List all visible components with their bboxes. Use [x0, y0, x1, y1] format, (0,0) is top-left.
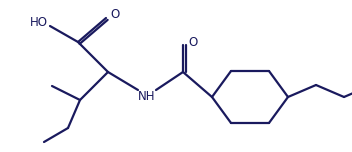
- Text: O: O: [188, 36, 197, 48]
- Text: HO: HO: [30, 16, 48, 29]
- Text: O: O: [111, 9, 120, 21]
- Text: NH: NH: [138, 90, 156, 102]
